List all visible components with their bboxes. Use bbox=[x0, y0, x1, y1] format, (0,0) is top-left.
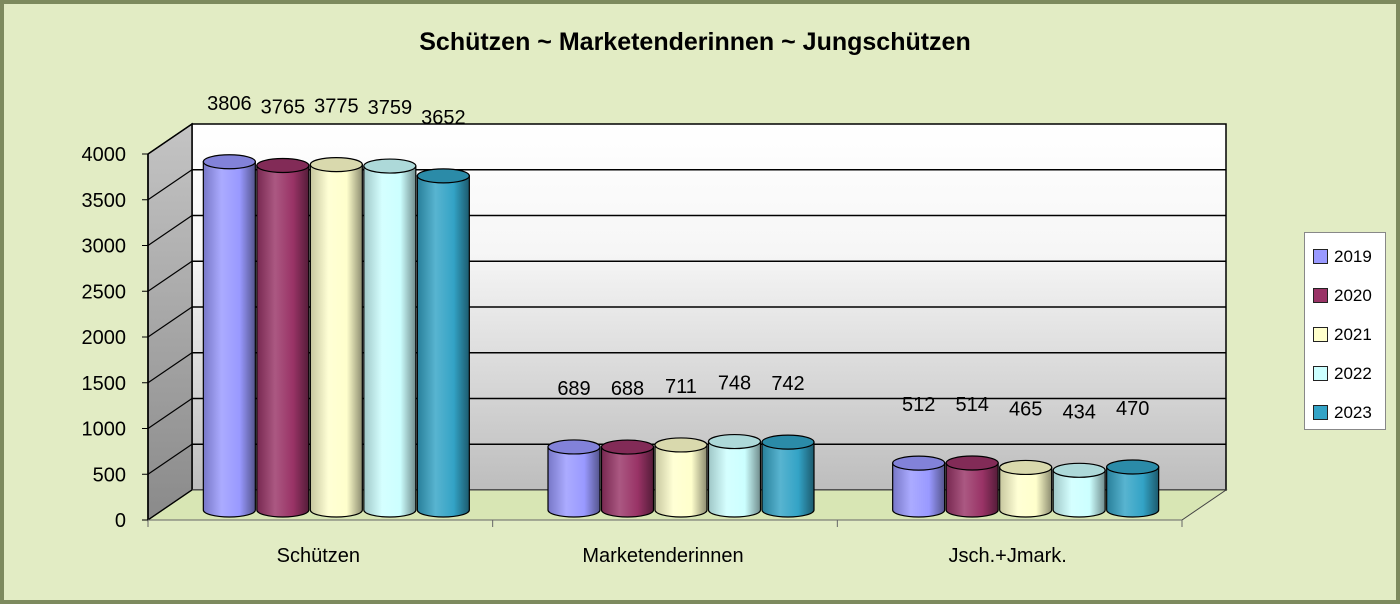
bar-body bbox=[654, 444, 708, 518]
bar-2019-2 bbox=[892, 455, 946, 518]
bar-2021-2 bbox=[999, 459, 1053, 518]
legend-label: 2019 bbox=[1334, 246, 1372, 266]
bar-2020-1 bbox=[600, 439, 655, 518]
gridline-depth bbox=[147, 169, 193, 201]
bar-top bbox=[945, 455, 999, 471]
legend-label: 2022 bbox=[1334, 363, 1372, 383]
data-label: 3765 bbox=[261, 97, 306, 119]
bar-2021-0 bbox=[309, 156, 363, 518]
bar-top bbox=[256, 157, 310, 174]
bar-2023-1 bbox=[761, 434, 815, 518]
bar-2019-0 bbox=[202, 154, 256, 518]
bar-body bbox=[309, 163, 363, 518]
data-label: 514 bbox=[955, 394, 988, 416]
legend-label: 2020 bbox=[1334, 285, 1372, 305]
bar-top bbox=[363, 158, 417, 174]
gridline-depth bbox=[147, 489, 193, 521]
bar-top bbox=[707, 433, 762, 450]
bar-2022-1 bbox=[707, 433, 762, 518]
bar-body bbox=[892, 462, 946, 518]
legend-swatch bbox=[1313, 249, 1328, 264]
data-label: 748 bbox=[718, 373, 751, 395]
bar-body bbox=[761, 441, 815, 518]
bar-top bbox=[309, 156, 363, 173]
data-label: 512 bbox=[902, 394, 935, 416]
gridline-depth bbox=[147, 443, 193, 475]
bar-top bbox=[202, 154, 256, 170]
data-label: 3806 bbox=[207, 93, 252, 115]
legend-swatch bbox=[1313, 327, 1328, 342]
bar-2020-2 bbox=[945, 455, 999, 518]
bar-top bbox=[892, 455, 946, 471]
bar-top bbox=[600, 439, 655, 455]
bar-body bbox=[1106, 466, 1160, 518]
legend-item: 2023 bbox=[1313, 393, 1385, 432]
bar-top bbox=[416, 168, 470, 184]
bar-top bbox=[547, 439, 601, 455]
chart-legend: 2019 2020 2021 2022 2023 bbox=[1304, 232, 1386, 430]
bar-2020-0 bbox=[256, 157, 310, 518]
data-label: 688 bbox=[611, 378, 644, 400]
bar-body bbox=[547, 446, 601, 518]
bar-body bbox=[707, 440, 762, 518]
legend-item: 2019 bbox=[1313, 237, 1385, 276]
y-tick-label: 3500 bbox=[82, 190, 127, 212]
data-label: 465 bbox=[1009, 398, 1042, 420]
bar-top bbox=[761, 434, 815, 450]
bar-body bbox=[363, 165, 417, 518]
y-tick-label: 0 bbox=[115, 510, 126, 532]
x-tick-label: Schützen bbox=[277, 545, 360, 567]
gridline-depth bbox=[147, 215, 193, 246]
x-tick-label: Marketenderinnen bbox=[582, 545, 743, 567]
data-label: 434 bbox=[1062, 401, 1095, 423]
bar-body bbox=[1052, 469, 1106, 518]
bar-body bbox=[202, 161, 256, 518]
legend-item: 2020 bbox=[1313, 276, 1385, 315]
gridline-depth bbox=[147, 306, 193, 338]
y-tick-label: 1500 bbox=[82, 373, 127, 395]
bar-2022-2 bbox=[1052, 462, 1106, 518]
bar-top bbox=[1106, 459, 1160, 475]
legend-swatch bbox=[1313, 405, 1328, 420]
y-tick-label: 4000 bbox=[82, 144, 127, 166]
bar-2023-0 bbox=[416, 168, 470, 518]
legend-label: 2023 bbox=[1334, 402, 1372, 422]
gridline-depth bbox=[147, 260, 193, 292]
bar-2021-1 bbox=[654, 437, 708, 518]
x-tick-label: Jsch.+Jmark. bbox=[948, 545, 1066, 567]
y-tick-label: 1000 bbox=[82, 419, 127, 441]
data-label: 711 bbox=[665, 376, 697, 398]
legend-label: 2021 bbox=[1334, 324, 1372, 344]
data-label: 3775 bbox=[314, 96, 359, 118]
bar-top bbox=[999, 459, 1053, 476]
bar-top bbox=[654, 437, 708, 453]
gridline-depth bbox=[147, 123, 193, 155]
bar-2019-1 bbox=[547, 439, 601, 518]
y-tick-label: 3000 bbox=[82, 236, 127, 258]
y-tick-label: 500 bbox=[93, 464, 126, 486]
bar-top bbox=[1052, 462, 1106, 478]
bar-body bbox=[999, 466, 1053, 518]
legend-item: 2022 bbox=[1313, 354, 1385, 393]
chart-title: Schützen ~ Marketenderinnen ~ Jungschütz… bbox=[419, 28, 971, 56]
gridline-depth bbox=[147, 398, 193, 429]
legend-item: 2021 bbox=[1313, 315, 1385, 354]
legend-swatch bbox=[1313, 366, 1328, 381]
y-tick-label: 2000 bbox=[82, 327, 127, 349]
data-label: 689 bbox=[557, 378, 590, 400]
bar-2022-0 bbox=[363, 158, 417, 518]
bar-body bbox=[600, 446, 655, 518]
data-label: 3759 bbox=[368, 97, 413, 119]
gridline-depth bbox=[147, 352, 193, 384]
data-label: 3652 bbox=[421, 107, 466, 129]
data-label: 742 bbox=[771, 373, 804, 395]
legend-swatch bbox=[1313, 288, 1328, 303]
bar-body bbox=[945, 462, 999, 518]
y-tick-label: 2500 bbox=[82, 281, 127, 303]
bar-body bbox=[256, 164, 310, 518]
bar-2023-2 bbox=[1106, 459, 1160, 518]
data-label: 470 bbox=[1116, 398, 1149, 420]
bar-body bbox=[416, 175, 470, 518]
